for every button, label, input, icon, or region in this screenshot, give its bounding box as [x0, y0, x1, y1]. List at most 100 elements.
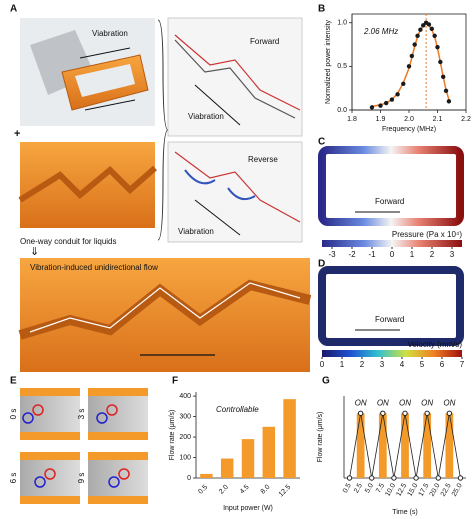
y-tick-label: 0.0 — [337, 107, 347, 114]
particle-blue — [96, 412, 108, 424]
y-tick-label: 0 — [187, 475, 191, 482]
bar — [423, 413, 432, 478]
bar — [241, 439, 255, 478]
data-point — [432, 33, 437, 39]
colorbar-tick-label: 6 — [440, 360, 445, 369]
arrow-down: ⇓ — [30, 246, 39, 258]
on-label: ON — [377, 398, 389, 407]
x-tick-label: 7.5 — [375, 482, 386, 494]
data-point — [391, 475, 397, 481]
panel-label: D — [318, 259, 325, 270]
data-point — [418, 27, 423, 32]
channel — [18, 279, 312, 340]
x-tick-label: 5.0 — [364, 482, 375, 494]
flow-arrow — [29, 282, 301, 333]
x-tick-label: 15.0 — [407, 482, 420, 497]
data-point — [369, 105, 375, 110]
data-point — [426, 22, 432, 27]
label: One-way conduit for liquids — [20, 237, 117, 246]
particle-red — [118, 468, 130, 480]
data-point — [389, 97, 395, 102]
colorbar-tick-label: 0 — [320, 360, 325, 369]
y-tick-label: 1.0 — [337, 20, 347, 27]
colorbar-label: Pressure (Pa x 10⁴) — [392, 230, 462, 239]
colorbar-tick-label: 3 — [450, 250, 455, 259]
label: Viabration — [178, 227, 214, 236]
x-tick-label: 2.0 — [404, 116, 414, 123]
data-point — [446, 410, 453, 416]
flow-photo — [20, 258, 310, 372]
frame-hole — [75, 64, 135, 97]
time-label: 9 s — [77, 473, 86, 484]
x-tick-label: 0.5 — [197, 484, 209, 496]
y-tick-label: 300 — [179, 413, 191, 420]
channel-path — [174, 151, 301, 223]
x-tick-label: 10.0 — [384, 482, 397, 497]
colorbar-tick-label: 1 — [410, 250, 415, 259]
bar — [200, 473, 213, 478]
particle-blue — [108, 476, 120, 488]
bar — [283, 399, 296, 478]
panel-label: G — [322, 376, 330, 387]
colorbar-tick-label: 2 — [360, 360, 365, 369]
frame — [20, 460, 80, 496]
data-point — [406, 64, 412, 69]
x-tick-label: 12.5 — [395, 482, 408, 497]
colorbar — [322, 350, 462, 357]
data-point — [402, 410, 408, 416]
label: Forward — [375, 315, 404, 324]
label: Reverse — [248, 155, 278, 164]
data-point — [401, 81, 406, 87]
label: Forward — [375, 197, 404, 206]
on-label: ON — [399, 398, 411, 407]
y-axis-title: Normalized power intensity — [325, 19, 332, 104]
velocity-field — [318, 266, 464, 346]
y-tick-label: 400 — [179, 393, 191, 400]
time-lapse: 0 s 3 s 6 s 9 s — [9, 388, 148, 504]
vibration-arrow — [194, 199, 241, 236]
colorbar-tick-label: 7 — [460, 360, 465, 369]
data-point — [415, 33, 420, 39]
label: Forward — [250, 37, 279, 46]
colorbar-tick-label: -2 — [348, 250, 356, 259]
x-tick-label: 2.5 — [353, 482, 364, 494]
time-label: 0 s — [9, 409, 18, 420]
diagram — [167, 141, 303, 243]
data-point — [357, 410, 364, 416]
y-axis-title: Flow rate (μm/s) — [317, 412, 324, 463]
vibration-arrow — [79, 47, 131, 59]
particle-red — [44, 468, 56, 480]
frame — [88, 396, 148, 432]
x-tick-label: 4.5 — [239, 484, 251, 496]
y-tick-label: 200 — [179, 434, 191, 441]
colorbar-tick-label: 5 — [420, 360, 425, 369]
on-label: ON — [421, 398, 433, 407]
channel-path — [174, 34, 301, 111]
y-axis-title: Flow rate (μm/s) — [169, 410, 176, 461]
channel-loop — [184, 169, 256, 201]
channel-wall — [174, 39, 296, 119]
pressure-field — [318, 146, 464, 226]
x-axis-title: Input power (W) — [223, 505, 273, 512]
x-tick-label: 2.2 — [461, 116, 471, 123]
data-point — [435, 44, 440, 50]
y-tick-label: 100 — [179, 454, 191, 461]
data-point — [457, 475, 464, 481]
annotation: 2.06 MHz — [363, 27, 398, 36]
bar — [378, 413, 387, 478]
colorbar-tick-label: 1 — [340, 360, 345, 369]
x-axis-title: Time (s) — [392, 509, 417, 516]
data-point — [369, 475, 375, 481]
annotation: Controllable — [216, 405, 259, 414]
particle-blue — [22, 412, 34, 424]
panel-label: E — [10, 376, 17, 387]
colorbar-tick-label: -1 — [368, 250, 376, 259]
x-tick-label: 25.0 — [451, 482, 464, 497]
data-point — [421, 23, 426, 28]
plus: + — [14, 128, 20, 140]
particle-blue — [34, 476, 46, 488]
x-tick-label: 12.5 — [278, 484, 293, 499]
bar — [262, 426, 276, 478]
label: Viabration — [188, 112, 224, 121]
